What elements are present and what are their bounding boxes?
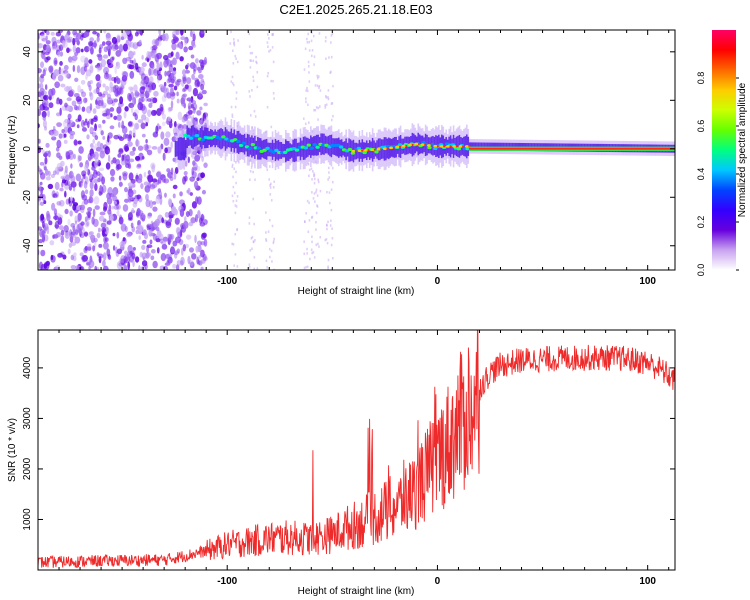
colorbar-tick-label: 0.4 [696, 168, 706, 181]
snr-x-tick-label: -100 [217, 576, 237, 587]
spectrogram-frame [37, 29, 676, 271]
colorbar: 0.0 0.2 0.4 0.6 0.8 Normalized spectral ampl… [696, 30, 748, 276]
snr-y-tick-label: 3000 [22, 407, 33, 430]
snr-x-tick-label: 100 [639, 576, 656, 587]
spectrogram-noise [38, 30, 334, 270]
colorbar-ticks: 0.0 0.2 0.4 0.6 0.8 [696, 72, 739, 277]
snr-y-tick-label: 1000 [22, 508, 33, 531]
snr-x-label: Height of straight line (km) [298, 586, 415, 597]
snr-series-line [38, 330, 675, 568]
snr-x-tick-label: 0 [435, 576, 441, 587]
spectrogram-y-tick-label: 40 [22, 46, 33, 58]
colorbar-tick-label: 0.2 [696, 216, 706, 229]
spectrogram-y-tick-label: -40 [22, 238, 33, 253]
colorbar-gradient [712, 30, 736, 270]
snr-frame [37, 329, 676, 571]
snr-y-tick-label: 4000 [22, 356, 33, 379]
colorbar-label: Normalized spectral amplitude [737, 82, 748, 217]
snr-y-label: SNR (10 * v/v) [7, 418, 18, 482]
spectrogram-y-tick-label: 0 [22, 146, 33, 152]
colorbar-tick-label: 0.8 [696, 72, 706, 85]
spectrogram-y-label: Frequency (Hz) [7, 116, 18, 185]
spectrogram-signal-track [174, 115, 675, 172]
spectrogram-y-tick-label: -20 [22, 190, 33, 205]
spectrogram-ticks: -100 0 100 -40 -20 0 20 40 [22, 30, 675, 287]
spectrogram-x-label: Height of straight line (km) [298, 286, 415, 297]
colorbar-tick-label: 0.0 [696, 264, 706, 277]
spectrogram-y-tick-label: 20 [22, 94, 33, 106]
spectrogram-panel: -100 0 100 -40 -20 0 20 40 Height of straight l… [7, 29, 676, 297]
chart-title: C2E1.2025.265.21.18.E03 [279, 2, 432, 17]
spectrogram-x-tick-label: -100 [217, 276, 237, 287]
spectrogram-x-tick-label: 100 [639, 276, 656, 287]
colorbar-tick-label: 0.6 [696, 120, 706, 133]
spectrogram-x-tick-label: 0 [435, 276, 441, 287]
snr-panel: -100 0 100 1000 2000 3000 4000 Height of strai… [7, 329, 676, 597]
snr-y-tick-label: 2000 [22, 457, 33, 480]
snr-ticks: -100 0 100 1000 2000 3000 4000 [22, 330, 675, 587]
